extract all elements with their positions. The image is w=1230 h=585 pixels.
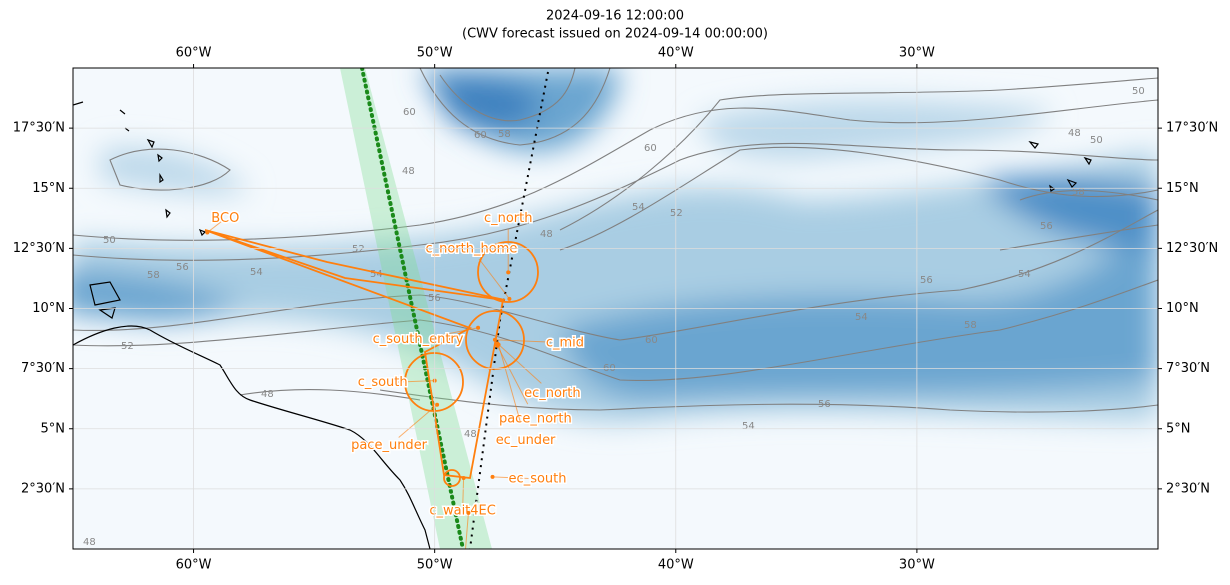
y-tick-label: 12°30′N (13, 241, 65, 256)
subtitle: (CWV forecast issued on 2024-09-14 00:00… (462, 27, 768, 42)
x-tick-label: 40°W (658, 558, 694, 573)
contour-label: 58 (498, 129, 511, 140)
waypoint-label: ec_north (524, 386, 581, 401)
contour-label: 50 (1132, 86, 1145, 97)
waypoint-leader (494, 339, 551, 343)
waypoint-leader (398, 404, 438, 438)
waypoint-label: ec_under (496, 433, 556, 448)
x-tick-label: 50°W (417, 558, 453, 573)
y-tick-label: 7°30′N (1166, 361, 1210, 376)
title: 2024-09-16 12:00:00 (546, 9, 684, 24)
waypoint-label: ec_south (509, 471, 567, 486)
y-tick-label: 2°30′N (1166, 481, 1210, 496)
contour-label: 56 (818, 399, 831, 410)
waypoint-leader (498, 344, 521, 422)
contour-label: 58 (1072, 187, 1085, 198)
contour-label: 52 (121, 341, 134, 352)
contour-label: 50 (103, 235, 116, 246)
waypoint-label: c_north (484, 211, 533, 226)
coastlines (73, 101, 1092, 549)
contour-label: 56 (1040, 221, 1053, 232)
waypoint (205, 230, 210, 235)
contour-label: 58 (147, 270, 160, 281)
waypoint-leader (393, 380, 435, 383)
contour-label: 48 (261, 389, 274, 400)
contour-label: 50 (1090, 135, 1103, 146)
waypoint-leader (462, 478, 465, 505)
y-tick-label: 7°30′N (21, 361, 65, 376)
contour-label: 48 (83, 537, 96, 548)
contour-label: 52 (670, 208, 683, 219)
waypoint-leader (497, 343, 542, 384)
waypoint-leader (496, 345, 529, 405)
contour-label: 60 (474, 130, 487, 141)
waypoint (492, 337, 497, 342)
contour-labels: 50 58 56 54 52 54 56 48 60 60 58 48 54 5… (83, 86, 1145, 548)
waypoint-label: c_wait4EC (429, 504, 496, 519)
waypoint-label: c_mid (546, 335, 584, 350)
x-tick-label: 50°W (417, 46, 453, 61)
y-tick-label: 17°30′N (13, 121, 65, 136)
y-tick-label: 10°N (32, 301, 65, 316)
waypoint-label: c_north_home (425, 241, 517, 256)
waypoint-leader (429, 327, 479, 338)
waypoint-label: pace_north (499, 411, 572, 426)
x-tick-label: 30°W (899, 46, 935, 61)
contour-label: 54 (742, 421, 755, 432)
y-tick-label: 5°N (41, 421, 66, 436)
waypoint (476, 325, 481, 330)
contour-label: 54 (855, 312, 868, 323)
y-tick-label: 15°N (1166, 181, 1199, 196)
y-tick-label: 12°30′N (1166, 241, 1218, 256)
contour-label: 54 (1018, 269, 1031, 280)
x-tick-label: 40°W (658, 46, 694, 61)
map-area: 50 58 56 54 52 54 56 48 60 60 58 48 54 5… (73, 68, 1158, 549)
waypoint (506, 270, 511, 275)
contour-label: 56 (920, 275, 933, 286)
x-tick-label: 30°W (899, 558, 935, 573)
contour-label: 48 (464, 429, 477, 440)
contours (73, 68, 1158, 413)
y-tick-label: 15°N (32, 181, 65, 196)
y-tick-label: 5°N (1166, 421, 1191, 436)
contour-label: 60 (403, 107, 416, 118)
contour-label: 54 (632, 202, 645, 213)
contour-label: 54 (250, 267, 263, 278)
contour-label: 58 (964, 320, 977, 331)
waypoint (490, 474, 495, 479)
waypoint (496, 342, 501, 347)
contour-label: 48 (540, 229, 553, 240)
waypoint-label: c_south (358, 375, 408, 390)
x-tick-label: 60°W (176, 46, 212, 61)
waypoint-leader (478, 258, 510, 300)
waypoint-label: c_south_entry (373, 332, 464, 347)
waypoint-leader (492, 476, 529, 479)
contour-label: 48 (402, 166, 415, 177)
waypoint-leader (206, 220, 223, 233)
contour-label: 54 (370, 269, 383, 280)
waypoint (466, 510, 471, 515)
y-tick-label: 10°N (1166, 301, 1199, 316)
contour-label: 56 (176, 262, 189, 273)
x-tick-label: 60°W (176, 558, 212, 573)
waypoint (435, 402, 440, 407)
y-tick-label: 17°30′N (1166, 121, 1218, 136)
contour-label: 48 (1068, 128, 1081, 139)
waypoint (507, 296, 512, 301)
waypoint-leader (465, 512, 469, 549)
waypoint-label: pace_under (351, 438, 428, 453)
contour-label: 52 (352, 244, 365, 255)
contour-label: 60 (645, 335, 658, 346)
contour-label: 60 (644, 143, 657, 154)
y-tick-label: 2°30′N (21, 481, 65, 496)
waypoint (461, 476, 466, 481)
waypoint-label: BCO (211, 211, 239, 226)
